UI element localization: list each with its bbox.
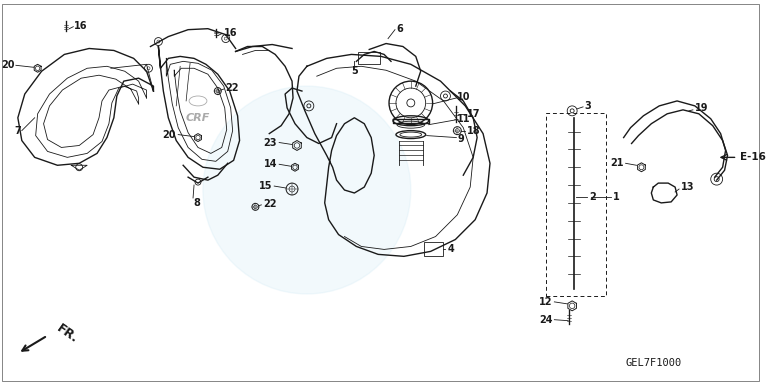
Text: 4: 4 xyxy=(448,244,454,254)
Text: 7: 7 xyxy=(14,126,21,136)
Text: 10: 10 xyxy=(458,92,471,102)
Text: 21: 21 xyxy=(610,158,624,168)
Bar xyxy=(424,243,444,256)
Text: 14: 14 xyxy=(264,159,277,169)
Text: 12: 12 xyxy=(539,297,552,307)
Text: 24: 24 xyxy=(539,315,552,325)
Text: 9: 9 xyxy=(458,134,464,144)
Circle shape xyxy=(203,86,411,294)
Text: 11: 11 xyxy=(458,114,471,124)
Text: 20: 20 xyxy=(2,60,15,70)
Text: 23: 23 xyxy=(264,137,277,147)
Text: E-16: E-16 xyxy=(741,152,766,162)
Text: 15: 15 xyxy=(258,181,272,191)
Bar xyxy=(547,113,606,296)
Text: 16: 16 xyxy=(75,21,88,31)
Text: 3: 3 xyxy=(584,101,591,111)
Text: 2: 2 xyxy=(589,192,596,202)
Text: 16: 16 xyxy=(224,28,237,38)
Text: 22: 22 xyxy=(263,199,277,209)
Text: 5: 5 xyxy=(351,66,358,76)
Text: FR.: FR. xyxy=(55,321,81,345)
Bar xyxy=(358,52,380,64)
Text: 1: 1 xyxy=(613,192,620,202)
Text: 22: 22 xyxy=(226,83,239,93)
Text: 6: 6 xyxy=(396,24,403,33)
Text: 18: 18 xyxy=(468,126,481,136)
Text: GEL7F1000: GEL7F1000 xyxy=(625,358,681,368)
Text: 17: 17 xyxy=(468,109,481,119)
Text: 19: 19 xyxy=(695,103,708,113)
Text: CRF: CRF xyxy=(186,113,210,123)
Text: 13: 13 xyxy=(681,182,694,192)
Text: 20: 20 xyxy=(163,130,176,140)
Text: 8: 8 xyxy=(193,198,200,208)
